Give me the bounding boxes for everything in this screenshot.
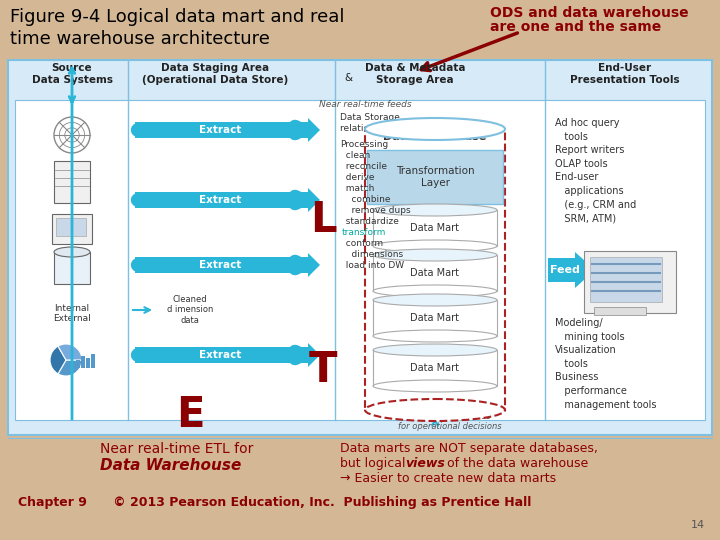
Wedge shape [58, 360, 82, 376]
FancyBboxPatch shape [367, 150, 503, 204]
Text: Processing: Processing [340, 140, 388, 149]
Text: → Easier to create new data marts: → Easier to create new data marts [340, 472, 556, 485]
Ellipse shape [373, 294, 497, 306]
Polygon shape [135, 188, 320, 212]
FancyBboxPatch shape [91, 354, 95, 368]
Text: Data Mart: Data Mart [410, 268, 459, 278]
Text: time warehouse architecture: time warehouse architecture [10, 30, 270, 48]
Text: Figure 9-4 Logical data mart and real: Figure 9-4 Logical data mart and real [10, 8, 344, 26]
Polygon shape [135, 118, 320, 142]
FancyBboxPatch shape [54, 252, 90, 284]
Text: Modeling/
   mining tools
Visualization
   tools
Business
   performance
   mana: Modeling/ mining tools Visualization too… [555, 318, 657, 410]
Ellipse shape [54, 247, 90, 257]
Ellipse shape [373, 330, 497, 342]
FancyBboxPatch shape [373, 255, 497, 291]
FancyBboxPatch shape [76, 360, 80, 368]
Text: reconcile: reconcile [340, 162, 387, 171]
FancyBboxPatch shape [584, 251, 676, 313]
Ellipse shape [373, 240, 497, 252]
Text: but logical: but logical [340, 457, 410, 470]
FancyBboxPatch shape [594, 307, 646, 315]
FancyBboxPatch shape [373, 210, 497, 246]
FancyBboxPatch shape [373, 300, 497, 336]
FancyBboxPatch shape [8, 60, 712, 435]
Text: match: match [340, 184, 374, 193]
Text: dimensions: dimensions [340, 250, 403, 259]
Ellipse shape [373, 344, 497, 356]
FancyBboxPatch shape [56, 218, 86, 236]
Text: &: & [344, 73, 352, 83]
Text: Data Storage: Data Storage [340, 113, 400, 122]
Text: Data Staging Area
(Operational Data Store): Data Staging Area (Operational Data Stor… [142, 63, 288, 85]
Text: Near real-time ETL for: Near real-time ETL for [100, 442, 253, 456]
Text: ODS and data warehouse: ODS and data warehouse [490, 6, 688, 20]
FancyBboxPatch shape [86, 358, 90, 368]
FancyBboxPatch shape [81, 356, 85, 368]
Text: Transformation
Layer: Transformation Layer [396, 166, 474, 188]
FancyBboxPatch shape [15, 100, 705, 420]
Text: Near real-time feeds: Near real-time feeds [319, 100, 411, 109]
Polygon shape [548, 252, 595, 288]
Text: Data Warehouse: Data Warehouse [100, 458, 241, 473]
Text: 14: 14 [691, 520, 705, 530]
Text: combine: combine [340, 195, 390, 204]
Ellipse shape [373, 285, 497, 297]
Text: E: E [176, 394, 204, 436]
Text: Feed: Feed [550, 265, 580, 275]
Text: Data Mart: Data Mart [410, 223, 459, 233]
Text: Chapter 9      © 2013 Pearson Education, Inc.  Publishing as Prentice Hall: Chapter 9 © 2013 Pearson Education, Inc.… [18, 496, 531, 509]
Text: Data & Metadata
Storage Area: Data & Metadata Storage Area [365, 63, 465, 85]
Text: views: views [405, 457, 445, 470]
Wedge shape [50, 346, 66, 374]
Text: Data Mart: Data Mart [410, 363, 459, 373]
Ellipse shape [365, 118, 505, 140]
Text: of the data warehouse: of the data warehouse [443, 457, 588, 470]
Text: Cleaned
d imension
data: Cleaned d imension data [167, 295, 213, 325]
Ellipse shape [373, 249, 497, 261]
Wedge shape [58, 344, 82, 360]
Text: Extract: Extract [199, 260, 242, 270]
Polygon shape [135, 253, 320, 277]
Text: End-User
Presentation Tools: End-User Presentation Tools [570, 63, 680, 85]
Text: remove dups: remove dups [340, 206, 410, 215]
Text: Data Mart: Data Mart [410, 313, 459, 323]
Text: are one and the same: are one and the same [490, 20, 661, 34]
FancyBboxPatch shape [52, 214, 92, 244]
Text: New business rules
for operational decisions: New business rules for operational decis… [398, 412, 502, 431]
FancyBboxPatch shape [590, 257, 662, 302]
Text: Ad hoc query
   tools
Report writers
OLAP tools
End-user
   applications
   (e.g: Ad hoc query tools Report writers OLAP t… [555, 118, 636, 223]
Ellipse shape [373, 204, 497, 216]
Ellipse shape [373, 380, 497, 392]
Text: Real-time
Data Warehouse: Real-time Data Warehouse [383, 120, 487, 143]
Text: Internal
External: Internal External [53, 304, 91, 323]
Text: relational, fast: relational, fast [340, 124, 405, 133]
Text: Extract: Extract [199, 125, 242, 135]
Text: Extract: Extract [199, 350, 242, 360]
Text: Source
Data Systems: Source Data Systems [32, 63, 112, 85]
FancyBboxPatch shape [365, 129, 505, 410]
Text: clean: clean [340, 151, 370, 160]
Polygon shape [135, 343, 320, 367]
Text: transform: transform [342, 228, 387, 237]
Text: L: L [310, 199, 336, 241]
Text: load into DW: load into DW [340, 261, 404, 270]
Text: derive: derive [340, 173, 374, 182]
FancyBboxPatch shape [54, 161, 90, 203]
Text: Extract: Extract [199, 195, 242, 205]
Text: T: T [309, 349, 337, 391]
Ellipse shape [365, 399, 505, 421]
FancyBboxPatch shape [373, 350, 497, 386]
Text: standardize: standardize [340, 217, 399, 226]
Text: Data marts are NOT separate databases,: Data marts are NOT separate databases, [340, 442, 598, 455]
Text: conform: conform [340, 239, 383, 248]
